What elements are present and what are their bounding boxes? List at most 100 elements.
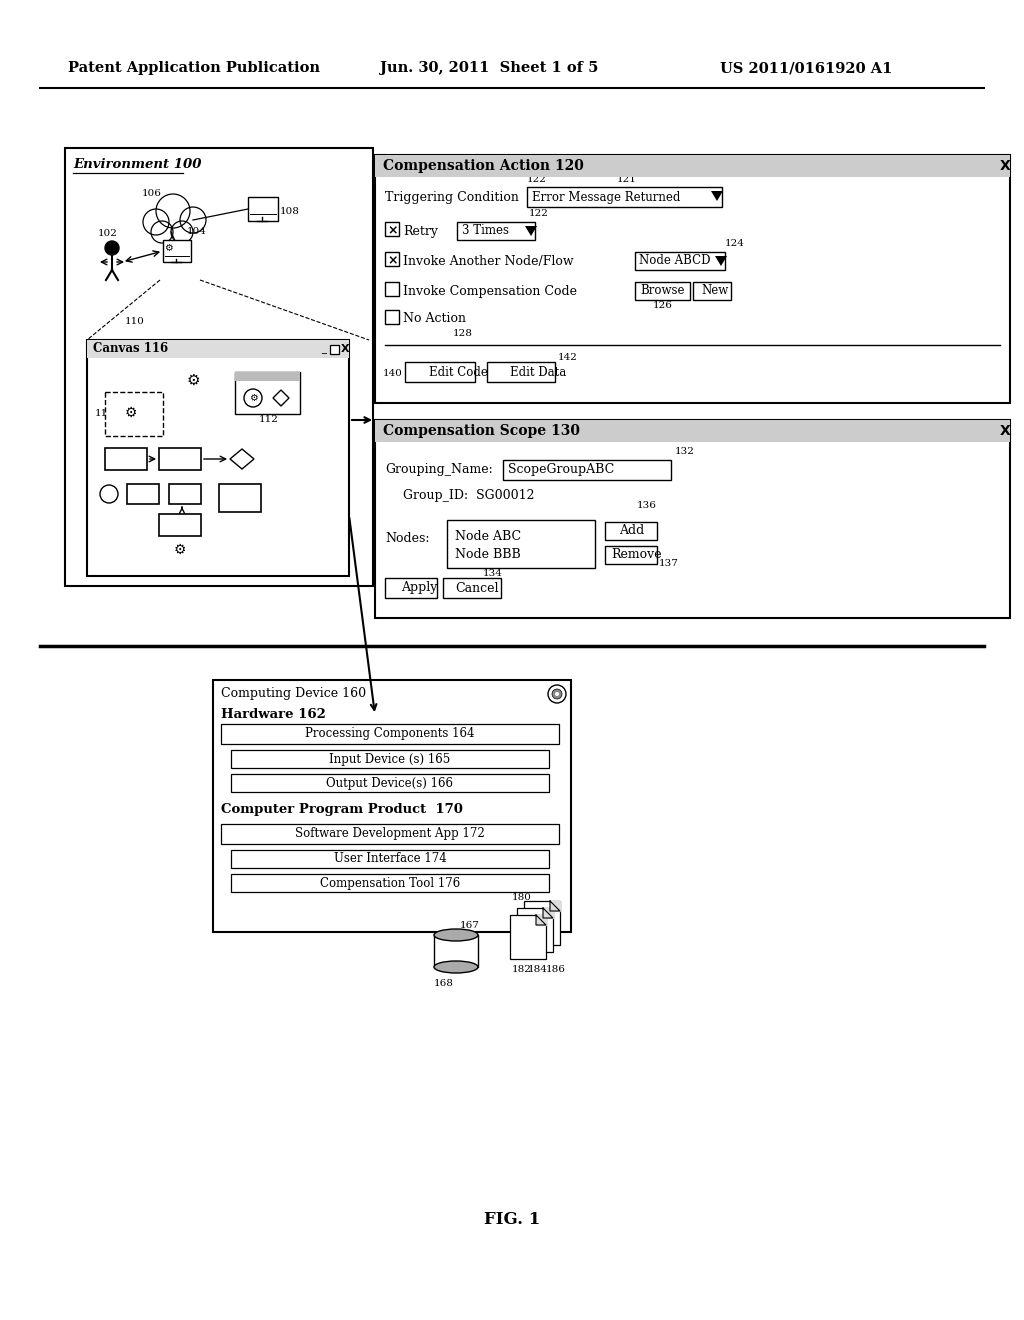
FancyBboxPatch shape: [524, 902, 560, 945]
FancyBboxPatch shape: [221, 824, 559, 843]
Circle shape: [552, 689, 562, 700]
Text: Edit Code: Edit Code: [429, 367, 487, 380]
Text: Processing Components 164: Processing Components 164: [305, 727, 475, 741]
Text: 168: 168: [434, 978, 454, 987]
Text: Error Message Returned: Error Message Returned: [532, 190, 680, 203]
Text: Edit Data: Edit Data: [510, 367, 566, 380]
FancyBboxPatch shape: [231, 850, 549, 869]
FancyBboxPatch shape: [127, 484, 159, 504]
Text: _: _: [321, 345, 326, 354]
FancyBboxPatch shape: [487, 362, 555, 381]
FancyBboxPatch shape: [219, 484, 261, 512]
Text: 122: 122: [527, 174, 547, 183]
Text: 134: 134: [483, 569, 503, 578]
Polygon shape: [543, 908, 553, 917]
FancyBboxPatch shape: [231, 750, 549, 768]
Circle shape: [171, 220, 193, 243]
Text: ⚙: ⚙: [164, 243, 172, 253]
Circle shape: [143, 209, 169, 235]
Text: US 2011/0161920 A1: US 2011/0161920 A1: [720, 61, 892, 75]
Text: 180: 180: [512, 892, 531, 902]
FancyBboxPatch shape: [375, 420, 1010, 618]
FancyBboxPatch shape: [434, 935, 478, 968]
FancyBboxPatch shape: [105, 392, 163, 436]
FancyBboxPatch shape: [234, 372, 300, 381]
Circle shape: [180, 207, 206, 234]
Text: Compensation Action 120: Compensation Action 120: [383, 158, 584, 173]
FancyBboxPatch shape: [605, 521, 657, 540]
Text: No Action: No Action: [403, 313, 466, 326]
Circle shape: [100, 484, 118, 503]
Text: ⚙: ⚙: [186, 372, 200, 388]
Text: Remove: Remove: [611, 549, 662, 561]
Text: 128: 128: [453, 329, 473, 338]
FancyBboxPatch shape: [213, 680, 571, 932]
Text: 121: 121: [617, 174, 637, 183]
FancyBboxPatch shape: [510, 915, 546, 960]
FancyBboxPatch shape: [457, 222, 535, 240]
FancyBboxPatch shape: [221, 723, 559, 744]
FancyBboxPatch shape: [234, 372, 300, 414]
Polygon shape: [715, 256, 727, 267]
FancyBboxPatch shape: [635, 282, 690, 300]
FancyBboxPatch shape: [231, 774, 549, 792]
Text: Add: Add: [618, 524, 644, 537]
Text: Computing Device 160: Computing Device 160: [221, 688, 367, 701]
Text: ⚙: ⚙: [249, 393, 257, 403]
FancyBboxPatch shape: [385, 222, 399, 236]
Text: 136: 136: [637, 502, 656, 511]
Text: 112: 112: [259, 416, 279, 425]
FancyBboxPatch shape: [635, 252, 725, 271]
Text: 186: 186: [546, 965, 566, 974]
FancyBboxPatch shape: [159, 447, 201, 470]
Polygon shape: [711, 191, 723, 201]
FancyBboxPatch shape: [605, 546, 657, 564]
FancyBboxPatch shape: [406, 362, 475, 381]
Text: Input Device (s) 165: Input Device (s) 165: [330, 752, 451, 766]
Text: 124: 124: [725, 239, 744, 248]
FancyBboxPatch shape: [375, 154, 1010, 403]
Text: X: X: [341, 345, 349, 354]
FancyBboxPatch shape: [385, 578, 437, 598]
FancyBboxPatch shape: [443, 578, 501, 598]
Polygon shape: [230, 449, 254, 469]
Polygon shape: [273, 389, 289, 407]
Text: ⨯: ⨯: [387, 224, 397, 238]
FancyBboxPatch shape: [385, 252, 399, 267]
Polygon shape: [550, 902, 560, 911]
Text: 122: 122: [529, 209, 549, 218]
Circle shape: [156, 194, 190, 228]
Text: New: New: [701, 285, 728, 297]
Text: 182: 182: [512, 965, 531, 974]
Text: Jun. 30, 2011  Sheet 1 of 5: Jun. 30, 2011 Sheet 1 of 5: [380, 61, 598, 75]
FancyBboxPatch shape: [527, 187, 722, 207]
Text: Output Device(s) 166: Output Device(s) 166: [327, 776, 454, 789]
Text: Browse: Browse: [640, 285, 684, 297]
Text: FIG. 1: FIG. 1: [484, 1212, 540, 1229]
Text: 167: 167: [460, 920, 480, 929]
FancyBboxPatch shape: [375, 420, 1010, 442]
Text: 184: 184: [528, 965, 548, 974]
Polygon shape: [536, 915, 546, 925]
Text: ⨯: ⨯: [387, 255, 397, 268]
FancyBboxPatch shape: [169, 484, 201, 504]
Text: X: X: [1000, 158, 1011, 173]
FancyBboxPatch shape: [385, 282, 399, 296]
Circle shape: [555, 692, 559, 696]
Text: User Interface 174: User Interface 174: [334, 853, 446, 866]
Text: 140: 140: [383, 368, 402, 378]
Text: 106: 106: [142, 190, 162, 198]
FancyBboxPatch shape: [503, 459, 671, 480]
Text: ⚙: ⚙: [125, 407, 137, 420]
FancyBboxPatch shape: [693, 282, 731, 300]
Text: Computer Program Product  170: Computer Program Product 170: [221, 804, 463, 817]
Text: 137: 137: [659, 560, 679, 569]
FancyBboxPatch shape: [163, 240, 191, 261]
FancyBboxPatch shape: [385, 310, 399, 323]
Circle shape: [151, 220, 173, 243]
FancyBboxPatch shape: [65, 148, 373, 586]
Text: 142: 142: [558, 352, 578, 362]
FancyBboxPatch shape: [330, 345, 339, 354]
Text: Compensation Scope 130: Compensation Scope 130: [383, 424, 580, 438]
Ellipse shape: [434, 929, 478, 941]
